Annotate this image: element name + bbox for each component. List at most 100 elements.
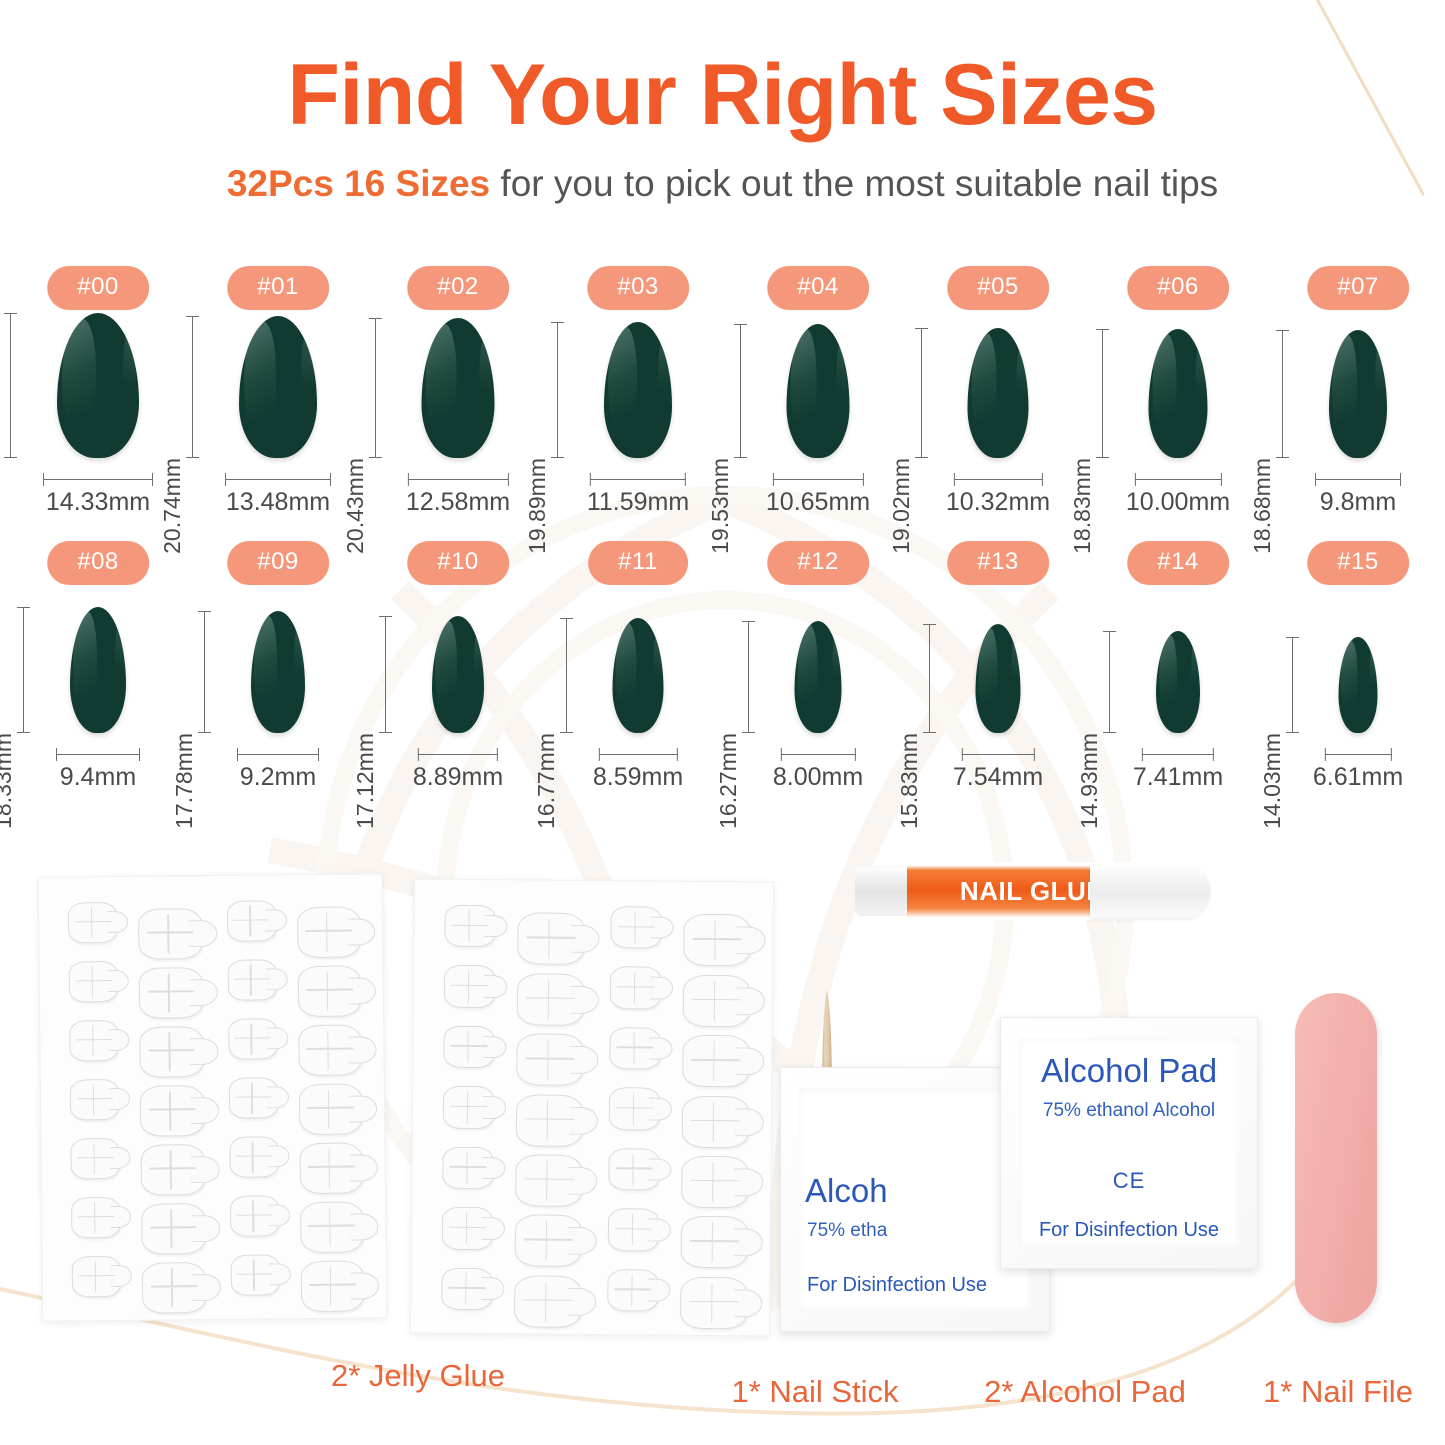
size-cell[interactable]: #09 17.78mm 9.2mm	[171, 533, 368, 829]
nail-tip[interactable]	[1148, 329, 1208, 458]
adhesive-tab-nub	[648, 1218, 672, 1242]
adhesive-tab	[70, 1137, 132, 1180]
size-cell[interactable]: #06 18.83mm 10.00mm	[1069, 258, 1268, 554]
nail-tip[interactable]	[1338, 637, 1378, 733]
adhesive-tab	[607, 1208, 672, 1252]
adhesive-tab	[71, 1196, 132, 1239]
size-cell[interactable]: #07 18.68mm 9.8mm	[1249, 258, 1445, 554]
jelly-glue-sheet[interactable]	[410, 878, 774, 1337]
nail-shape	[421, 318, 495, 458]
nail-shape	[604, 322, 672, 458]
height-label: 17.78mm	[171, 733, 197, 829]
adhesive-tab-nub	[267, 1145, 290, 1168]
adhesive-tab-nub	[650, 916, 674, 940]
jelly-glue-sheet[interactable]	[37, 873, 388, 1322]
adhesive-tab	[141, 1262, 221, 1314]
tab-crease-v	[168, 1032, 171, 1072]
tab-crease-v	[93, 1201, 96, 1234]
size-cell[interactable]: #11 16.77mm 8.59mm	[533, 533, 728, 829]
size-cell[interactable]: #05 19.02mm 10.32mm	[888, 258, 1088, 554]
height-dimension-line	[1095, 329, 1109, 458]
height-dimension-line	[1285, 637, 1299, 733]
adhesive-tab-nub	[569, 985, 600, 1014]
size-cell[interactable]: #08 18.33mm 9.4mm	[0, 533, 188, 829]
tab-crease-v	[713, 980, 716, 1021]
nail-tip[interactable]	[794, 621, 842, 733]
tab-crease-v	[167, 914, 170, 954]
size-cell[interactable]: #10 17.12mm 8.89mm	[352, 533, 548, 829]
width-dimension-line	[589, 473, 686, 486]
tab-crease-h	[308, 1224, 356, 1227]
adhesive-tab	[298, 1083, 378, 1135]
nail-glue-tube[interactable]: NAIL GLUE	[855, 860, 1210, 922]
tab-crease-v	[327, 1030, 330, 1070]
pad-inner	[799, 1088, 1031, 1311]
pad-use-text: For Disinfection Use	[1038, 1219, 1220, 1241]
nail-tip[interactable]	[251, 611, 305, 733]
tab-crease-h	[149, 1167, 196, 1170]
size-badge: #07	[1307, 266, 1409, 310]
nail-shape	[1156, 631, 1200, 733]
adhesive-tab-nub	[350, 1212, 379, 1241]
tab-crease-v	[464, 1272, 467, 1305]
adhesive-tab	[514, 1214, 598, 1268]
nail-file[interactable]	[1295, 993, 1377, 1323]
nail-tip[interactable]	[1156, 631, 1200, 733]
nail-tip[interactable]	[421, 318, 495, 458]
adhesive-tab	[515, 1093, 599, 1147]
nail-tip[interactable]	[432, 616, 484, 733]
accessories-section: NAIL GLUE Alcoh 75% etha For Disinfectio…	[0, 845, 1445, 1445]
size-cell[interactable]: #13 15.83mm 7.54mm	[896, 533, 1088, 829]
width-dimension: 8.89mm	[413, 748, 503, 790]
width-dimension-line	[961, 748, 1035, 761]
size-cell[interactable]: #02 20.43mm 12.58mm	[342, 258, 548, 554]
adhesive-tab-nub	[736, 926, 767, 955]
width-label: 9.8mm	[1319, 488, 1397, 516]
size-cell[interactable]: #00 21.184mm 14.33mm	[0, 258, 188, 567]
alcohol-pad-front[interactable]: Alcohol Pad 75% ethanol Alcohol CE For D…	[1000, 1017, 1258, 1269]
nail-tip[interactable]	[786, 324, 850, 458]
nail-tip[interactable]	[975, 624, 1021, 733]
tab-crease-v	[326, 971, 329, 1011]
size-cell[interactable]: #04 19.53mm 10.65mm	[707, 258, 908, 554]
nail-tip[interactable]	[239, 316, 317, 458]
size-badge: #00	[47, 266, 149, 310]
adhesive-tab-nub	[482, 1156, 506, 1180]
adhesive-tab	[442, 1086, 507, 1129]
width-dimension-line	[237, 748, 319, 761]
tab-crease-h	[616, 986, 655, 988]
width-dimension-line	[56, 748, 140, 761]
nail-tip[interactable]	[70, 607, 126, 733]
nail-tip[interactable]	[604, 322, 672, 458]
adhesive-tab	[515, 1154, 598, 1207]
nail-tip[interactable]	[967, 328, 1029, 458]
nail-tip[interactable]	[57, 313, 139, 458]
size-cell[interactable]: #01 20.74mm 13.48mm	[159, 258, 368, 554]
nail-shape	[251, 611, 305, 733]
nail-tip[interactable]	[1329, 330, 1387, 458]
tab-crease-v	[327, 1089, 330, 1129]
tab-crease-v	[467, 970, 470, 1003]
adhesive-tab-nub	[110, 1265, 133, 1288]
adhesive-tab	[443, 1025, 507, 1069]
tab-crease-h	[233, 978, 270, 981]
size-badge: #10	[407, 541, 509, 585]
size-badge: #03	[587, 266, 689, 310]
tab-crease-v	[466, 1091, 469, 1124]
size-cell[interactable]: #03 19.89mm 11.59mm	[524, 258, 728, 554]
size-cell[interactable]: #15 14.03mm 6.61mm	[1259, 533, 1445, 829]
tab-crease-v	[714, 920, 716, 961]
adhesive-tab	[227, 959, 288, 1001]
adhesive-tab-nub	[649, 1097, 673, 1121]
adhesive-tab-nub	[569, 1045, 599, 1075]
size-cell[interactable]: #12 16.27mm 8.00mm	[715, 533, 908, 829]
tab-crease-h	[451, 924, 489, 927]
tab-crease-v	[631, 1213, 633, 1246]
size-cell[interactable]: #14 14.93mm 7.41mm	[1076, 533, 1268, 829]
tab-crease-h	[77, 1156, 114, 1159]
width-dimension: 8.00mm	[773, 748, 863, 790]
size-badge: #11	[588, 541, 688, 585]
tab-crease-v	[251, 1141, 254, 1173]
nail-tip[interactable]	[612, 618, 664, 733]
adhesive-tab-nub	[109, 1206, 132, 1229]
